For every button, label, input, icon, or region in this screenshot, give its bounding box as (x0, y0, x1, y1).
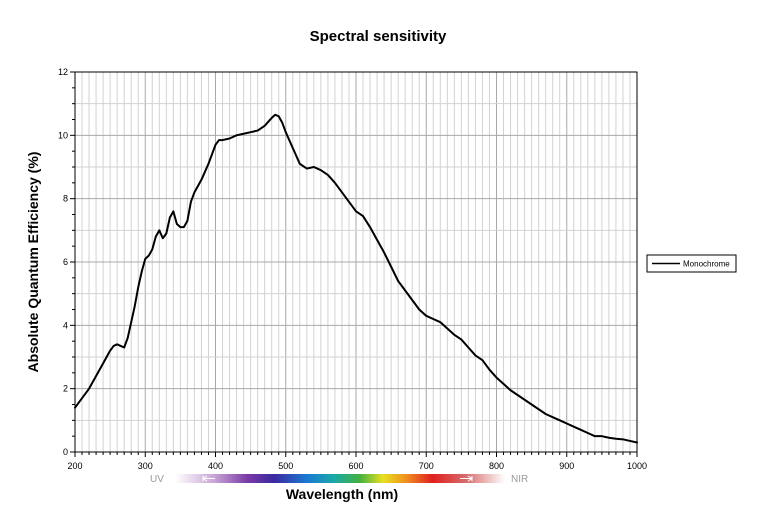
series-line-monochrome (74, 113, 638, 444)
spectrum-gradient-bar (175, 474, 505, 483)
x-tick-label: 300 (138, 461, 153, 471)
left-arrow-icon (202, 475, 215, 482)
x-tick-label: 400 (208, 461, 223, 471)
y-tick-label: 12 (58, 67, 68, 77)
y-tick-labels: 0 2 4 6 8 10 12 (58, 67, 68, 457)
axis-ticks (70, 71, 638, 457)
legend: Monochrome (646, 254, 737, 273)
y-tick-label: 0 (63, 447, 68, 457)
y-tick-label: 10 (58, 130, 68, 140)
y-tick-label: 4 (63, 320, 68, 330)
x-tick-label: 1000 (627, 461, 647, 471)
y-tick-label: 2 (63, 384, 68, 394)
uv-label: UV (150, 474, 164, 485)
right-arrow-icon (460, 475, 473, 482)
x-tick-label: 600 (348, 461, 363, 471)
x-tick-label: 700 (419, 461, 434, 471)
x-tick-labels: 200 300 400 500 600 700 800 900 1000 (67, 461, 647, 471)
x-tick-label: 900 (559, 461, 574, 471)
legend-box (646, 254, 737, 273)
y-tick-label: 6 (63, 257, 68, 267)
y-tick-label: 8 (63, 194, 68, 204)
chart-title: Spectral sensitivity (310, 28, 447, 45)
legend-label: Monochrome (683, 260, 730, 269)
y-axis-label: Absolute Quantum Efficiency (%) (25, 152, 41, 373)
x-tick-label: 200 (67, 461, 82, 471)
spectrum-bar: UV NIR (150, 474, 528, 485)
x-axis-label: Wavelength (nm) (286, 486, 398, 502)
x-tick-label: 500 (278, 461, 293, 471)
nir-label: NIR (511, 474, 528, 485)
x-tick-label: 800 (489, 461, 504, 471)
grid (75, 72, 637, 452)
